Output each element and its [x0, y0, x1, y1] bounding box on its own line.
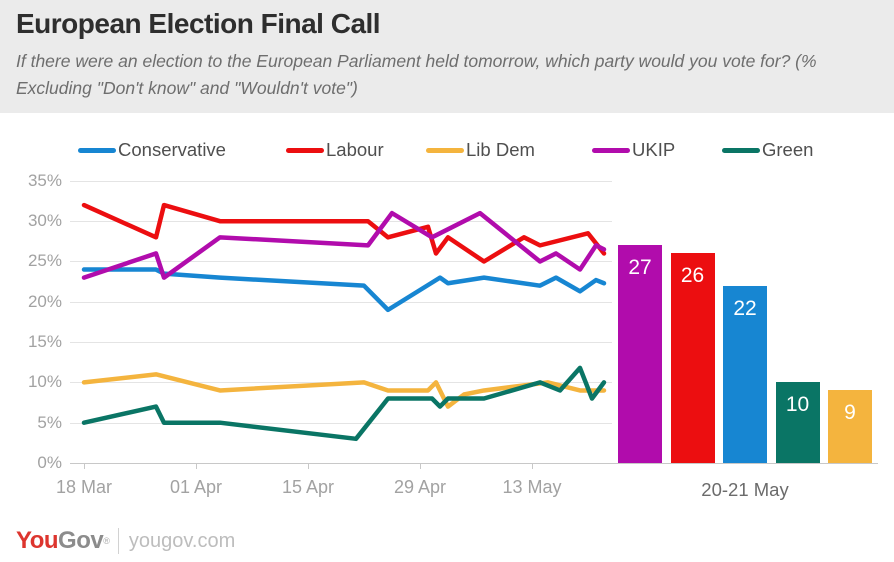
legend-label: Green: [762, 139, 814, 160]
registered-trademark-icon: ®: [103, 536, 110, 546]
legend-swatch-icon: [78, 147, 116, 153]
bar-ukip: 27: [618, 245, 662, 463]
trend-line-lib-dem: [84, 374, 604, 406]
poll-trend-lines: [84, 168, 608, 463]
gridline: [70, 342, 612, 344]
legend-item-ukip: UKIP: [592, 137, 675, 163]
trend-line-conservative: [84, 270, 604, 310]
legend-label: Conservative: [118, 139, 226, 160]
legend-item-lib-dem: Lib Dem: [426, 137, 535, 163]
bar-conservative: 22: [723, 285, 767, 463]
bar-green: 10: [775, 382, 820, 463]
x-axis-tick: [532, 463, 533, 469]
y-axis-tick-label: 5%: [37, 412, 62, 432]
chart-subtitle: If there were an election to the Europea…: [16, 51, 817, 99]
bar-value-label: 27: [628, 256, 652, 280]
trend-line-labour: [84, 205, 604, 261]
legend-item-conservative: Conservative: [78, 137, 226, 163]
y-axis-tick-label: 0%: [37, 453, 62, 472]
bar-labour: 26: [670, 253, 715, 463]
bar-lib-dem: 9: [828, 390, 872, 463]
legend-label: Labour: [326, 139, 384, 160]
x-axis-tick: [420, 463, 421, 469]
x-axis-tick-label: 01 Apr: [169, 477, 223, 497]
x-axis-tick: [84, 463, 85, 469]
gridline: [70, 261, 612, 263]
gridline: [70, 301, 612, 303]
y-axis-tick-label: 30%: [27, 211, 62, 231]
x-axis-tick: [308, 463, 309, 469]
chart-canvas: Conservative Labour Lib Dem UKIP Green 35% 30…: [0, 113, 894, 562]
legend-swatch-icon: [426, 147, 464, 153]
x-axis-tick-label: 29 Apr: [393, 477, 447, 497]
x-axis-tick-label: 13 May: [502, 477, 562, 497]
footer-divider: [117, 528, 119, 554]
legend-swatch-icon: [592, 147, 630, 153]
yougov-logo-gov: Gov: [58, 527, 104, 554]
legend-item-labour: Labour: [286, 137, 384, 163]
bar-value-label: 22: [733, 296, 757, 320]
bar-group-date-label: 20-21 May: [701, 479, 789, 500]
x-axis-tick-label: 18 Mar: [55, 477, 113, 497]
trend-line-ukip: [84, 213, 604, 277]
legend-label: UKIP: [632, 139, 676, 160]
x-axis-line: [70, 463, 878, 464]
trend-line-green: [84, 368, 604, 439]
bar-value-label: 10: [785, 393, 810, 417]
y-axis-tick-label: 25%: [27, 251, 62, 271]
legend-swatch-icon: [286, 147, 324, 153]
chart-header: European Election Final Call If there we…: [0, 0, 894, 113]
y-axis-tick-label: 35%: [27, 170, 62, 190]
chart-title: European Election Final Call: [16, 8, 381, 39]
bar-value-label: 9: [844, 401, 856, 425]
y-axis-tick-label: 15%: [27, 332, 62, 352]
footer: You Gov ® yougov.com: [16, 526, 235, 556]
legend-swatch-icon: [722, 147, 760, 153]
yougov-logo: You: [16, 527, 59, 554]
legend-label: Lib Dem: [466, 139, 535, 160]
y-axis-tick-label: 20%: [27, 291, 62, 311]
bar-value-label: 26: [680, 264, 705, 288]
legend-item-green: Green: [722, 137, 813, 163]
yougov-url: yougov.com: [128, 529, 236, 552]
x-axis-tick: [196, 463, 197, 469]
y-axis-tick-label: 10%: [27, 372, 62, 392]
gridline: [70, 180, 612, 182]
gridline: [70, 422, 612, 424]
x-axis-tick-label: 15 Apr: [281, 477, 335, 497]
